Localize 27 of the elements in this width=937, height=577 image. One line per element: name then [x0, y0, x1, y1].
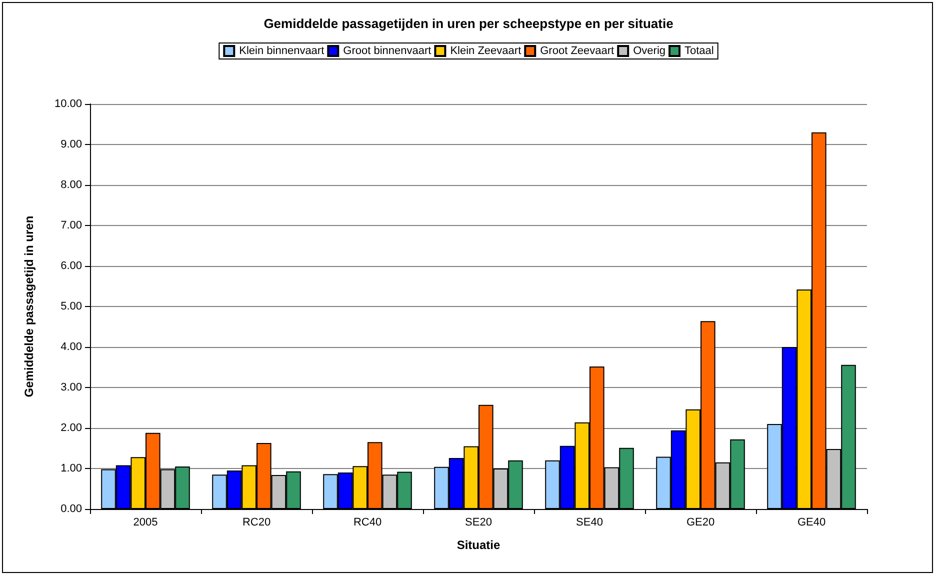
legend-label: Klein Zeevaart	[450, 45, 522, 57]
x-tick-label: 2005	[133, 516, 158, 528]
y-tick-label: 0.00	[60, 503, 82, 515]
x-axis-title: Situatie	[456, 538, 500, 552]
chart-title: Gemiddelde passagetijden in uren per scheepstype en per situatie	[264, 16, 674, 31]
y-tick-label: 5.00	[60, 300, 82, 312]
y-tick-label: 6.00	[60, 260, 82, 272]
x-tick-label: GE20	[686, 516, 715, 528]
y-tick-label: 4.00	[60, 341, 82, 353]
y-axis-title: Gemiddelde passagetijd in uren	[22, 216, 36, 398]
y-tick-label: 9.00	[60, 138, 82, 150]
legend-label: Klein binnenvaart	[239, 45, 324, 57]
x-tick-label: RC40	[353, 516, 382, 528]
x-tick-label: RC20	[242, 516, 271, 528]
x-tick-label: SE40	[576, 516, 603, 528]
x-tick-label: SE20	[465, 516, 492, 528]
y-tick-label: 10.00	[54, 98, 82, 110]
legend-label: Groot Zeevaart	[540, 45, 614, 57]
legend-label: Totaal	[684, 45, 714, 57]
legend-label: Groot binnenvaart	[343, 45, 432, 57]
y-tick-label: 3.00	[60, 382, 82, 394]
y-tick-label: 2.00	[60, 422, 82, 434]
y-tick-label: 7.00	[60, 220, 82, 232]
legend-label: Overig	[633, 45, 666, 57]
x-tick-label: GE40	[797, 516, 826, 528]
y-tick-label: 8.00	[60, 179, 82, 191]
y-tick-label: 1.00	[60, 462, 82, 474]
